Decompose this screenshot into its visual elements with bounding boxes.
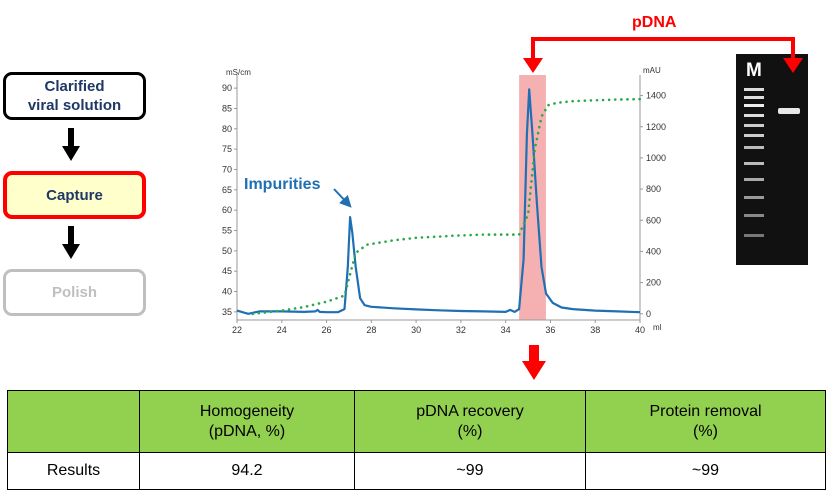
x-tick-label: 26 — [322, 325, 332, 335]
table-header-cell: pDNA recovery (%) — [354, 390, 586, 453]
y-left-unit-label: mS/cm — [226, 68, 251, 77]
y-right-tick-label: 1000 — [646, 153, 666, 163]
table-cell: 94.2 — [139, 452, 355, 490]
down-arrow-head-1 — [62, 146, 80, 161]
x-tick-label: 22 — [232, 325, 242, 335]
impurities-callout: Impurities — [244, 176, 321, 193]
y-right-tick-label: 800 — [646, 184, 661, 194]
conductivity-series-line — [251, 97, 642, 316]
y-left-tick-label: 40 — [222, 287, 232, 297]
x-tick-label: 24 — [277, 325, 287, 335]
gel-image: M — [736, 54, 808, 265]
table-header-cell: Protein removal (%) — [585, 390, 826, 453]
y-left-tick-label: 85 — [222, 103, 232, 113]
y-left-tick-label: 60 — [222, 205, 232, 215]
table-header-cell: Homogeneity (pDNA, %) — [139, 390, 355, 453]
y-right-unit-label: mAU — [643, 66, 661, 75]
pdna-bracket-arrow — [531, 37, 795, 59]
y-left-tick-label: 80 — [222, 124, 232, 134]
pdna-callout: pDNA — [632, 14, 677, 31]
down-arrow-shaft-1 — [68, 128, 74, 148]
y-right-tick-label: 0 — [646, 309, 651, 319]
gel-lane-label: M — [746, 60, 762, 81]
results-table: Homogeneity (pDNA, %) pDNA recovery (%) … — [7, 390, 826, 490]
y-left-tick-label: 65 — [222, 185, 232, 195]
chromatogram-chart: mS/cm mAU ml 22 24 26 28 30 32 34 36 38 40 35 40 45 5… — [62, 14, 803, 380]
table-cell: Results — [7, 452, 140, 490]
gel-ladder — [744, 84, 766, 254]
table-cell: ~99 — [354, 452, 586, 490]
x-tick-label: 36 — [545, 325, 555, 335]
x-tick-label: 34 — [501, 325, 511, 335]
flow-step-capture: Capture — [3, 171, 146, 219]
x-tick-label: 32 — [456, 325, 466, 335]
y-right-tick-label: 200 — [646, 278, 661, 288]
down-arrow-head-3 — [522, 361, 546, 380]
x-axis-label: ml — [653, 323, 662, 332]
y-left-tick-label: 70 — [222, 164, 232, 174]
x-tick-label: 30 — [411, 325, 421, 335]
x-tick-label: 28 — [366, 325, 376, 335]
table-header-cell — [7, 390, 140, 453]
impurities-arrow — [333, 188, 352, 208]
y-left-tick-label: 35 — [222, 307, 232, 317]
y-left-tick-label: 45 — [222, 266, 232, 276]
y-left-tick-label: 55 — [222, 226, 232, 236]
pdna-peak-highlight — [519, 75, 546, 320]
pdna-arrowhead-right — [783, 58, 803, 73]
pdna-arrowhead-left — [523, 58, 543, 73]
table-row: Results 94.2 ~99 ~99 — [7, 452, 826, 490]
flow-step-polish: Polish — [3, 269, 146, 316]
y-left-tick-label: 50 — [222, 246, 232, 256]
y-right-tick-label: 400 — [646, 246, 661, 256]
flow-step-clarified: Clarified viral solution — [3, 72, 146, 120]
down-arrow-shaft-2 — [68, 226, 74, 246]
y-right-tick-label: 1400 — [646, 91, 666, 101]
down-arrow-head-2 — [62, 244, 80, 259]
x-tick-label: 40 — [635, 325, 645, 335]
y-left-tick-label: 90 — [222, 83, 232, 93]
absorbance-series-line — [236, 88, 641, 315]
y-left-tick-label: 75 — [222, 144, 232, 154]
table-header-row: Homogeneity (pDNA, %) pDNA recovery (%) … — [7, 390, 826, 453]
down-arrow-shaft-3 — [529, 345, 539, 363]
x-tick-label: 38 — [590, 325, 600, 335]
gel-pdna-band — [778, 108, 800, 114]
table-cell: ~99 — [585, 452, 826, 490]
y-right-tick-label: 1200 — [646, 122, 666, 132]
y-right-tick-label: 600 — [646, 215, 661, 225]
